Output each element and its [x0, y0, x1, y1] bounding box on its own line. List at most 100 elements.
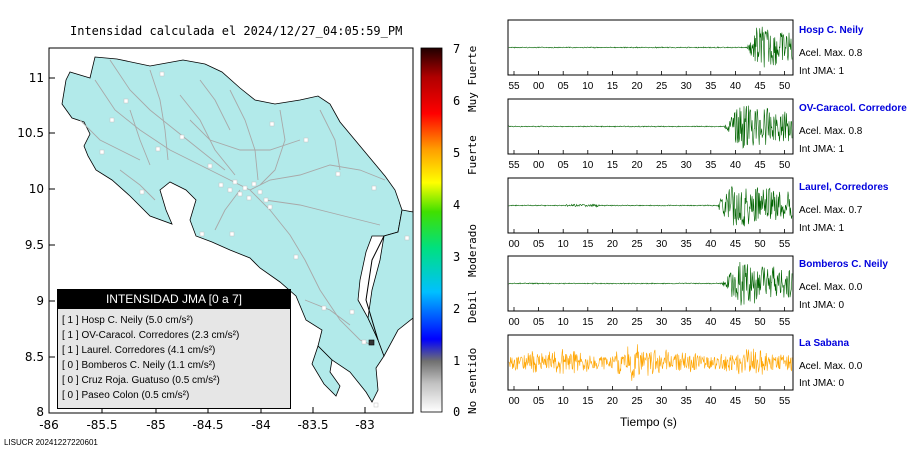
map-title: Intensidad calculada el 2024/12/27_04:05…	[70, 24, 403, 38]
legend-row: [ 0 ] Bomberos C. Neily (1.1 cm/s²)	[62, 360, 216, 371]
station-int: Int JMA: 0	[799, 300, 845, 311]
time-tick-label: 05	[558, 81, 570, 92]
time-tick-label: 25	[631, 317, 643, 328]
time-tick-label: 55	[779, 317, 791, 328]
legend-row: [ 1 ] OV-Caracol. Corredores (2.3 cm/s²)	[62, 330, 240, 341]
time-tick-label: 25	[631, 396, 643, 407]
station-int: Int JMA: 1	[799, 144, 845, 155]
colorbar-tick: 0	[453, 405, 461, 419]
epicenter-marker	[368, 339, 375, 346]
map-x-tick: -83	[355, 418, 375, 432]
time-tick-label: 30	[656, 239, 668, 250]
map-y-tick: 11	[28, 71, 44, 85]
time-tick-label: 25	[631, 239, 643, 250]
time-tick-label: 45	[730, 317, 742, 328]
colorbar-label: Muy Fuerte	[466, 45, 479, 112]
time-tick-label: 35	[681, 239, 693, 250]
colorbar-tick: 6	[453, 94, 461, 108]
station-acel: Acel. Max. 0.8	[799, 48, 863, 59]
colorbar-tick: 1	[453, 354, 461, 368]
time-tick-label: 55	[508, 81, 520, 92]
colorbar	[420, 47, 443, 413]
waveform-trace	[508, 185, 793, 227]
time-tick-label: 55	[779, 239, 791, 250]
time-tick-label: 30	[681, 81, 693, 92]
legend-row: [ 1 ] Laurel. Corredores (4.1 cm/s²)	[62, 345, 216, 356]
colorbar-svg	[420, 47, 443, 413]
time-tick-label: 50	[754, 239, 766, 250]
map-ticks	[48, 77, 366, 414]
time-tick-label: 20	[631, 160, 643, 171]
time-tick-label: 40	[705, 317, 717, 328]
station-acel: Acel. Max. 0.0	[799, 361, 863, 372]
footer-id: LISUCR 20241227220601	[4, 438, 98, 447]
map-x-tick: -83.5	[297, 418, 329, 432]
time-tick-label: 05	[533, 396, 545, 407]
map-y-tick: 8.5	[24, 350, 44, 364]
station-acel: Acel. Max. 0.8	[799, 126, 863, 137]
time-tick-label: 15	[582, 317, 594, 328]
map-x-tick: -85.5	[86, 418, 118, 432]
intensity-legend: INTENSIDAD JMA [0 a 7] [ 1 ] Hosp C. Nei…	[57, 289, 291, 409]
time-tick-label: 10	[558, 396, 570, 407]
colorbar-label: Debil	[466, 289, 479, 323]
map-x-tick: -84	[251, 418, 271, 432]
colorbar-tick: 5	[453, 146, 461, 160]
map-y-tick: 8	[36, 405, 44, 419]
station-int: Int JMA: 0	[799, 378, 845, 389]
time-tick-label: 20	[607, 317, 619, 328]
time-tick-label: 40	[705, 396, 717, 407]
time-tick-label: 45	[754, 81, 766, 92]
time-tick-label: 25	[656, 81, 668, 92]
time-tick-label: 30	[656, 317, 668, 328]
time-tick-label: 35	[681, 396, 693, 407]
station-dots	[99, 71, 410, 408]
time-tick-label: 00	[533, 81, 545, 92]
time-tick-label: 10	[582, 81, 594, 92]
time-tick-label: 15	[582, 239, 594, 250]
legend-row: [ 0 ] Paseo Colon (0.5 cm/s²)	[62, 390, 190, 401]
time-tick-label: 30	[656, 396, 668, 407]
waveform-trace	[508, 344, 793, 381]
border-line	[365, 235, 385, 341]
colorbar-tick: 7	[453, 42, 461, 56]
time-tick-label: 00	[508, 317, 520, 328]
time-tick-label: 35	[705, 81, 717, 92]
waveform-svg: 55 00 05 10 15 20 25 30 35 40 45 50 55 00 05 10 15 20 25 30…	[507, 19, 794, 407]
colorbar-tick: 3	[453, 250, 461, 264]
station-name: Bomberos C. Neily	[799, 259, 888, 270]
time-tick-label: 25	[656, 160, 668, 171]
map-y-tick: 10	[28, 182, 44, 196]
time-tick-label: 10	[558, 239, 570, 250]
station-acel: Acel. Max. 0.0	[799, 282, 863, 293]
map-y-tick: 9	[36, 294, 44, 308]
time-tick-label: 30	[681, 160, 693, 171]
time-tick-label: 10	[582, 160, 594, 171]
station-name: La Sabana	[799, 338, 850, 349]
station-int: Int JMA: 1	[799, 66, 845, 77]
time-tick-label: 50	[779, 81, 791, 92]
legend-row: [ 0 ] Cruz Roja. Guatuso (0.5 cm/s²)	[62, 375, 220, 386]
time-tick-label: 00	[508, 239, 520, 250]
time-tick-label: 05	[533, 317, 545, 328]
time-tick-label: 15	[607, 81, 619, 92]
osa-peninsula	[311, 345, 341, 397]
time-tick-label: 05	[533, 239, 545, 250]
waveform-trace	[508, 26, 793, 68]
time-axis-label: Tiempo (s)	[620, 415, 677, 429]
map-y-tick: 10.5	[17, 126, 44, 140]
station-int: Int JMA: 1	[799, 223, 845, 234]
time-tick-label: 20	[607, 396, 619, 407]
time-tick-label: 15	[582, 396, 594, 407]
map-x-tick: -85	[146, 418, 166, 432]
colorbar-tick: 4	[453, 198, 461, 212]
time-tick-label: 45	[730, 396, 742, 407]
time-tick-label: 20	[607, 239, 619, 250]
colorbar-tick: 2	[453, 302, 461, 316]
time-tick-label: 45	[754, 160, 766, 171]
colorbar-label: No sentido	[466, 347, 479, 414]
colorbar-label: Moderado	[466, 224, 479, 277]
costa-rica-land	[61, 56, 403, 403]
time-tick-label: 55	[508, 160, 520, 171]
waveform-trace	[508, 105, 793, 149]
